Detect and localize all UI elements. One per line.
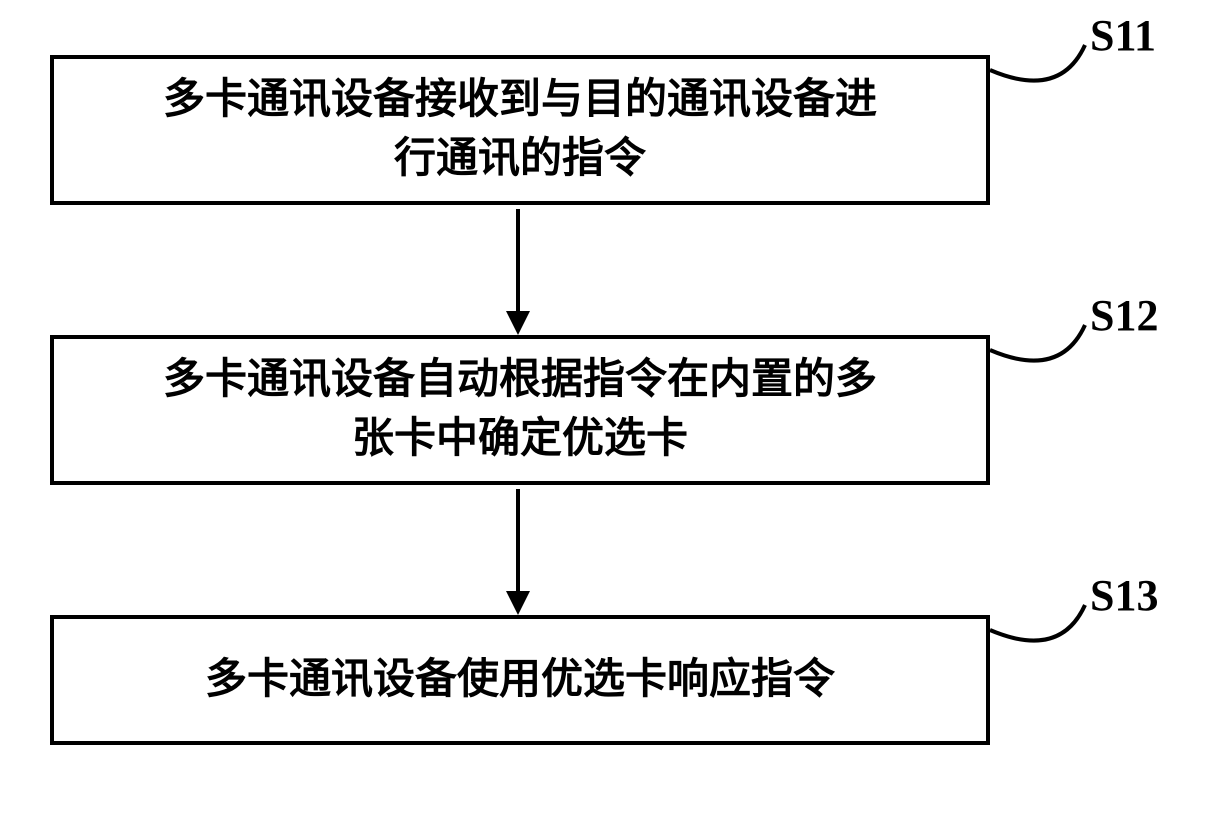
flowchart-container: 多卡通讯设备接收到与目的通讯设备进行通讯的指令 S11 多卡通讯设备自动根据指令… — [0, 0, 1205, 832]
connector-s13 — [0, 0, 1205, 832]
